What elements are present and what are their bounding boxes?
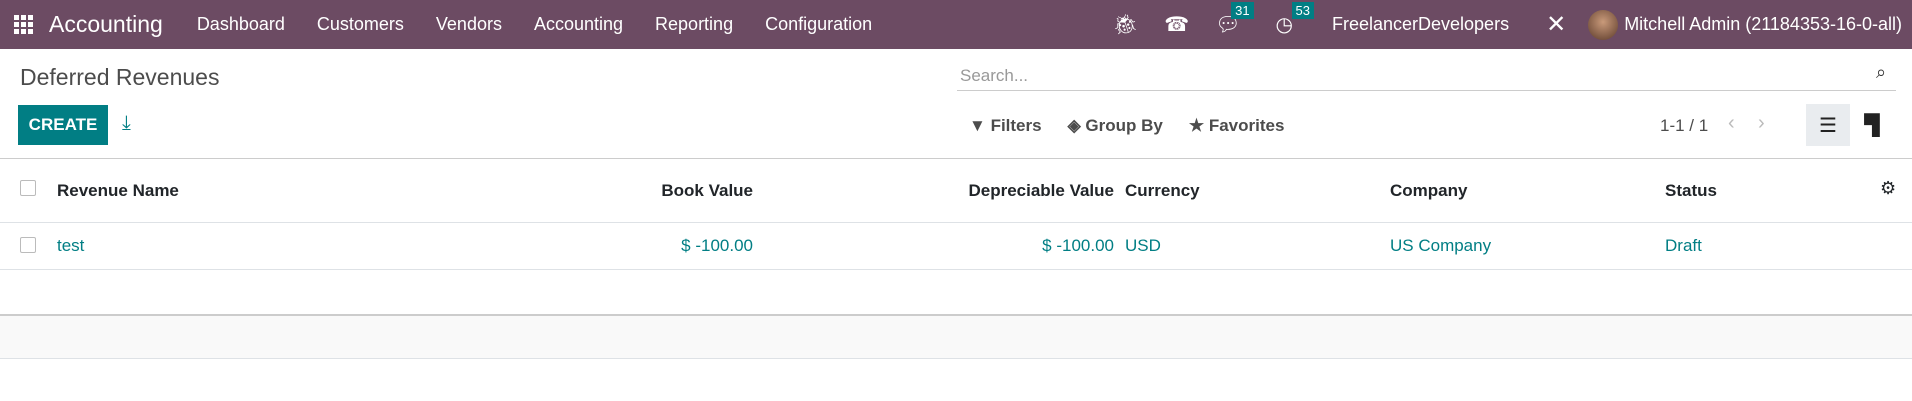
currency: USD	[1125, 236, 1161, 255]
depreciable-value: $ -100.00	[1042, 236, 1114, 255]
activities-clock-icon[interactable]: ◷ 53	[1276, 2, 1314, 37]
status: Draft	[1665, 236, 1702, 255]
user-menu[interactable]: Mitchell Admin (21184353-16-0-all)	[1624, 14, 1902, 34]
list-view-button[interactable]: ☰	[1806, 104, 1850, 146]
col-currency[interactable]: Currency	[1125, 181, 1200, 200]
pager-next-icon[interactable]: ›	[1758, 112, 1765, 134]
col-book-value[interactable]: Book Value	[661, 181, 753, 200]
revenue-name[interactable]: test	[57, 236, 85, 255]
top-navbar: Accounting Dashboard Customers Vendors A…	[0, 0, 1912, 49]
company-switcher[interactable]: FreelancerDevelopers	[1331, 14, 1510, 34]
download-icon[interactable]: ⤓	[122, 112, 131, 134]
table-footer	[0, 316, 1912, 358]
avatar[interactable]	[1588, 9, 1619, 40]
group-by-label: Group By	[1085, 116, 1163, 135]
col-revenue-name[interactable]: Revenue Name	[57, 181, 179, 200]
pager-prev-icon[interactable]: ‹	[1728, 112, 1735, 134]
optional-columns-icon[interactable]: ⚙	[1880, 178, 1897, 198]
menu-dashboard[interactable]: Dashboard	[196, 14, 285, 34]
filters-button[interactable]: ▼ Filters	[969, 116, 1042, 135]
filters-label: Filters	[990, 116, 1042, 135]
kanban-view-button[interactable]: ▜	[1864, 114, 1880, 137]
app-name[interactable]: Accounting	[49, 11, 163, 37]
col-status[interactable]: Status	[1665, 181, 1717, 200]
favorites-button[interactable]: ★ Favorites	[1188, 116, 1285, 135]
col-depreciable-value[interactable]: Depreciable Value	[968, 181, 1114, 200]
tools-icon[interactable]: ✕	[1546, 11, 1567, 38]
page-title: Deferred Revenues	[20, 64, 220, 90]
menu-configuration[interactable]: Configuration	[765, 14, 873, 34]
col-company[interactable]: Company	[1390, 181, 1468, 200]
group-by-button[interactable]: ◈ Group By	[1067, 116, 1163, 135]
book-value: $ -100.00	[681, 236, 753, 255]
activities-badge: 53	[1291, 2, 1314, 19]
messages-badge: 31	[1231, 2, 1254, 19]
bug-icon[interactable]: 🐞︎	[1112, 14, 1139, 36]
search-icon[interactable]: ⌕	[1876, 62, 1887, 82]
phone-icon[interactable]: ☎	[1164, 14, 1190, 36]
company: US Company	[1390, 236, 1492, 255]
favorites-label: Favorites	[1208, 116, 1285, 135]
menu-vendors[interactable]: Vendors	[435, 14, 502, 34]
menu-customers[interactable]: Customers	[316, 14, 404, 34]
create-button[interactable]: CREATE	[18, 105, 108, 145]
search-input[interactable]	[957, 61, 1896, 91]
pager-value[interactable]: 1-1 / 1	[1660, 116, 1709, 135]
menu-accounting[interactable]: Accounting	[533, 14, 624, 34]
messages-icon[interactable]: 💬︎ 31	[1215, 2, 1254, 37]
row-checkbox[interactable]	[20, 237, 36, 253]
apps-menu-icon[interactable]	[14, 14, 34, 35]
menu-reporting[interactable]: Reporting	[655, 14, 734, 34]
select-all-checkbox[interactable]	[20, 180, 36, 196]
